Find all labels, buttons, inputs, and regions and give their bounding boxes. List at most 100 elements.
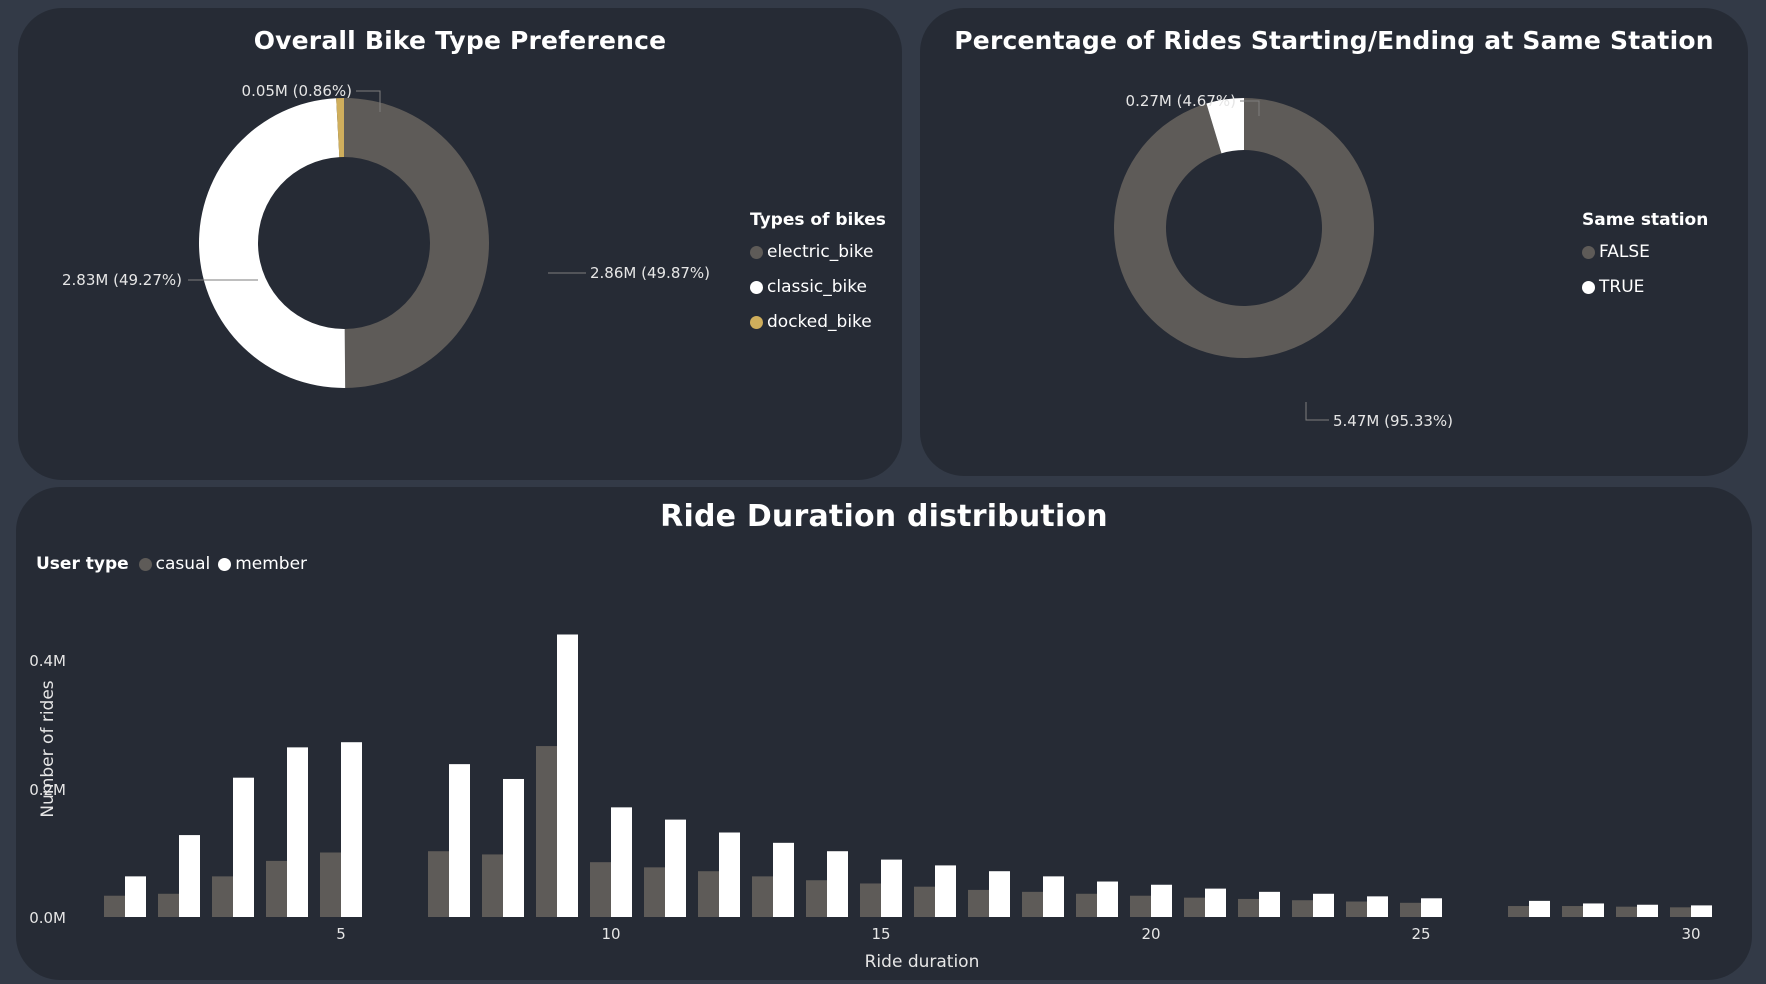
bar-casual-5[interactable] [320, 852, 341, 918]
y-axis-label: Number of rides [38, 680, 58, 817]
bar-member-11[interactable] [665, 819, 686, 917]
docked-bike-data-label: 0.05M (0.86%) [242, 82, 352, 100]
bar-member-30[interactable] [1691, 905, 1712, 917]
same-station-false-data-label: 5.47M (95.33%) [1333, 412, 1453, 430]
x-tick-label-10: 10 [601, 925, 620, 943]
bar-casual-19[interactable] [1076, 893, 1097, 917]
bar-member-10[interactable] [611, 807, 632, 917]
legend-item-member[interactable]: member [218, 554, 307, 574]
bar-casual-24[interactable] [1346, 901, 1367, 917]
same-station-donut-chart: 5.47M (95.33%) 0.27M (4.67%) [1114, 92, 1453, 430]
bike-legend-title: Types of bikes [750, 210, 886, 230]
legend-label-member: member [235, 554, 308, 574]
bar-member-5[interactable] [341, 742, 362, 917]
bar-member-15[interactable] [881, 859, 902, 917]
electric-bike-data-label: 2.86M (49.87%) [590, 264, 710, 282]
bar-casual-15[interactable] [860, 883, 881, 917]
bike-type-card: Overall Bike Type Preference 2.86M (49.8… [18, 8, 902, 480]
classic-bike-slice[interactable] [198, 98, 346, 389]
bar-casual-25[interactable] [1400, 902, 1421, 917]
classic-bike-swatch [750, 280, 763, 294]
bar-casual-27[interactable] [1508, 906, 1529, 917]
bar-casual-9[interactable] [536, 746, 557, 917]
casual-swatch [138, 557, 152, 571]
legend-label-docked-bike: docked_bike [767, 312, 872, 332]
ride-duration-chart-title: Ride Duration distribution [660, 499, 1108, 534]
bar-member-27[interactable] [1529, 900, 1550, 917]
bar-casual-22[interactable] [1238, 898, 1259, 917]
bar-member-13[interactable] [773, 842, 794, 917]
bar-member-29[interactable] [1637, 904, 1658, 917]
bar-casual-11[interactable] [644, 867, 665, 917]
bar-member-23[interactable] [1313, 893, 1334, 917]
bar-member-24[interactable] [1367, 896, 1388, 917]
legend-item-true[interactable]: TRUE [1582, 274, 1708, 300]
bar-casual-23[interactable] [1292, 900, 1313, 917]
bar-casual-14[interactable] [806, 880, 827, 917]
same-station-chart-title: Percentage of Rides Starting/Ending at S… [954, 26, 1714, 55]
legend-item-false[interactable]: FALSE [1582, 239, 1708, 265]
bike-type-chart-title: Overall Bike Type Preference [253, 26, 667, 55]
bar-casual-16[interactable] [914, 886, 935, 917]
x-tick-label-25: 25 [1411, 925, 1430, 943]
electric-bike-swatch [750, 245, 763, 259]
bar-casual-13[interactable] [752, 876, 773, 917]
bar-casual-1[interactable] [104, 895, 125, 917]
bar-member-12[interactable] [719, 832, 740, 917]
docked-bike-swatch [750, 315, 763, 329]
member-swatch [218, 557, 232, 571]
bar-member-8[interactable] [503, 778, 524, 917]
bar-casual-7[interactable] [428, 851, 449, 917]
same-station-false-slice[interactable] [1114, 98, 1374, 359]
bar-member-1[interactable] [125, 876, 146, 917]
bar-member-4[interactable] [287, 747, 308, 917]
false-swatch [1582, 245, 1595, 259]
bar-casual-30[interactable] [1670, 907, 1691, 917]
same-station-true-data-label: 0.27M (4.67%) [1126, 92, 1236, 110]
legend-item-casual[interactable]: casual [138, 554, 210, 574]
bar-casual-12[interactable] [698, 871, 719, 917]
x-tick-label-15: 15 [871, 925, 890, 943]
bar-member-21[interactable] [1205, 888, 1226, 917]
legend-label-false: FALSE [1599, 242, 1650, 262]
legend-item-electric-bike[interactable]: electric_bike [750, 239, 886, 265]
bar-member-19[interactable] [1097, 881, 1118, 917]
bar-member-25[interactable] [1421, 898, 1442, 917]
bar-casual-21[interactable] [1184, 897, 1205, 917]
bar-casual-28[interactable] [1562, 906, 1583, 917]
bar-casual-8[interactable] [482, 854, 503, 917]
docked-bike-slice[interactable] [336, 98, 344, 158]
classic-bike-data-label: 2.83M (49.27%) [62, 271, 182, 289]
bar-member-22[interactable] [1259, 891, 1280, 917]
bar-casual-2[interactable] [158, 893, 179, 917]
bar-member-3[interactable] [233, 777, 254, 917]
x-tick-label-30: 30 [1681, 925, 1700, 943]
user-type-legend-title: User type [36, 554, 129, 574]
bar-member-28[interactable] [1583, 903, 1604, 917]
legend-label-electric-bike: electric_bike [767, 242, 874, 262]
bar-member-20[interactable] [1151, 884, 1172, 917]
bar-casual-29[interactable] [1616, 906, 1637, 917]
electric-bike-slice[interactable] [344, 98, 490, 388]
bar-member-7[interactable] [449, 764, 470, 917]
bar-casual-17[interactable] [968, 889, 989, 917]
y-tick-label-1: 0.2M [29, 781, 66, 799]
bar-casual-20[interactable] [1130, 895, 1151, 917]
bar-casual-18[interactable] [1022, 891, 1043, 917]
bar-member-9[interactable] [557, 634, 578, 917]
bar-casual-10[interactable] [590, 862, 611, 917]
legend-item-docked-bike[interactable]: docked_bike [750, 309, 886, 335]
bar-member-17[interactable] [989, 871, 1010, 917]
legend-label-classic-bike: classic_bike [767, 277, 867, 297]
bar-member-14[interactable] [827, 851, 848, 917]
bar-casual-4[interactable] [266, 860, 287, 917]
bar-member-16[interactable] [935, 865, 956, 917]
same-station-true-slice[interactable] [1206, 98, 1244, 154]
bike-type-donut-chart: 2.86M (49.87%) 2.83M (49.27%) 0.05M (0.8… [62, 82, 710, 389]
legend-item-classic-bike[interactable]: classic_bike [750, 274, 886, 300]
bar-casual-3[interactable] [212, 876, 233, 917]
true-swatch [1582, 280, 1595, 294]
bar-member-18[interactable] [1043, 876, 1064, 917]
bike-type-legend: Types of bikes electric_bike classic_bik… [750, 210, 886, 344]
bar-member-2[interactable] [179, 835, 200, 917]
